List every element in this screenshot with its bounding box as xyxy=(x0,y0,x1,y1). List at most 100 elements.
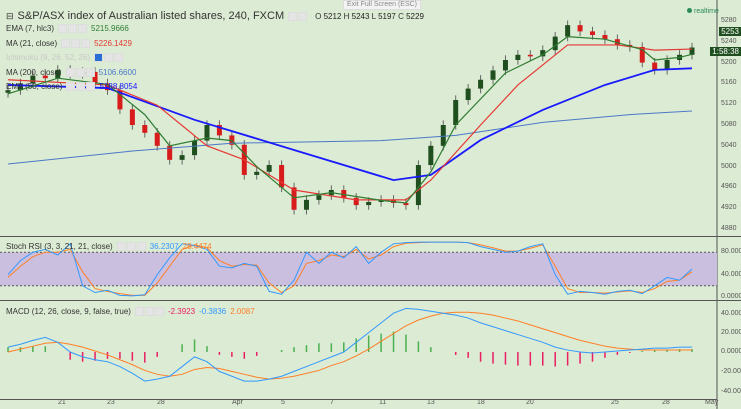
macd-line-value: -0.3836 xyxy=(199,307,227,316)
price-axis-label: 5120 xyxy=(721,100,737,108)
candle-down xyxy=(527,54,533,57)
candle-down xyxy=(577,25,583,32)
candle-up xyxy=(266,165,272,172)
legend-item[interactable]: MA (200, close) 5106.6600 xyxy=(6,67,137,77)
legend-label: EMA (7, hlc3) xyxy=(6,24,55,33)
stoch-k-value: 36.2307 xyxy=(149,242,179,251)
candle-down xyxy=(279,165,285,188)
realtime-indicator: realtime xyxy=(687,8,719,15)
candle-up xyxy=(254,171,260,175)
collapse-icon[interactable]: ⊟ xyxy=(6,10,14,21)
legend-buttons[interactable] xyxy=(58,24,88,33)
time-axis-label: 20 xyxy=(526,399,534,406)
axis-background xyxy=(717,0,741,409)
legend-value: 5106.6600 xyxy=(98,67,137,77)
stoch-k-line xyxy=(7,241,693,297)
candle-up xyxy=(515,54,521,60)
stoch-axis-label: 0.0000 xyxy=(721,293,741,300)
legend-label: MA (200, close) xyxy=(6,67,62,77)
ma21-line xyxy=(7,44,693,201)
price-axis-label: 5040 xyxy=(721,141,737,149)
time-axis-label: 13 xyxy=(427,399,435,406)
candle-down xyxy=(104,83,110,91)
candle-down xyxy=(353,197,359,206)
macd-axis-label: 40.0000 xyxy=(721,310,741,317)
candle-up xyxy=(415,165,421,206)
candle-up xyxy=(502,60,508,71)
legend-item[interactable]: Ichimoku (9, 26, 52, 26) xyxy=(6,53,127,62)
price-axis-label: 5160 xyxy=(721,79,737,87)
stoch-legend: Stoch RSI (3, 3, 21, 21, close) 36.2307 … xyxy=(6,242,212,251)
candle-down xyxy=(590,31,596,36)
time-axis-label: 28 xyxy=(662,399,670,406)
last-price-tag: 5253 xyxy=(719,27,741,36)
candle-up xyxy=(179,155,185,160)
legend-item[interactable]: EMA (50, close) 5188.8054 xyxy=(6,82,137,91)
realtime-dot-icon xyxy=(687,8,692,13)
legend-item[interactable]: EMA (7, hlc3) 5215.9666 xyxy=(6,24,129,33)
macd-axis-label: 0.0000 xyxy=(721,348,741,355)
title-buttons[interactable] xyxy=(288,11,308,21)
price-axis-label: 5240 xyxy=(721,37,737,45)
candle-up xyxy=(478,79,484,89)
candle-up xyxy=(204,125,210,141)
legend-label: Ichimoku (9, 26, 52, 26) xyxy=(6,53,91,62)
legend-item[interactable]: MA (21, close) 5226.1429 xyxy=(6,38,132,48)
exit-fullscreen-tooltip[interactable]: Exit Full Screen (ESC) xyxy=(343,0,422,10)
ma200-line xyxy=(7,110,693,165)
time-axis-label: Apr xyxy=(232,399,243,406)
stoch-band xyxy=(0,252,717,286)
candle-down xyxy=(639,47,645,63)
candle-down xyxy=(42,75,48,79)
time-axis-label: 23 xyxy=(107,399,115,406)
candle-up xyxy=(565,25,571,37)
candle-up xyxy=(552,36,558,51)
candle-up xyxy=(689,47,695,55)
price-axis-label: 5080 xyxy=(721,121,737,128)
legend-label: MA (21, close) xyxy=(6,38,58,48)
price-axis-label: 4920 xyxy=(721,204,737,212)
macd-axis-label: -40.0000 xyxy=(721,388,741,395)
macd-buttons[interactable] xyxy=(134,307,164,316)
price-axis-label: 5200 xyxy=(721,58,737,66)
stoch-axis-label: 40.0000 xyxy=(721,271,741,278)
candle-down xyxy=(142,125,148,133)
stoch-axis-label: 80.0000 xyxy=(721,248,741,255)
macd-signal-value: 2.0087 xyxy=(230,307,255,316)
candle-up xyxy=(465,88,471,101)
stoch-buttons[interactable] xyxy=(116,242,146,251)
macd-axis-label: 20.0000 xyxy=(721,329,741,336)
candle-down xyxy=(403,203,409,206)
candle-up xyxy=(17,83,23,91)
price-axis-label: 5000 xyxy=(721,162,737,170)
legend-buttons[interactable] xyxy=(65,67,95,77)
legend-buttons[interactable] xyxy=(66,82,96,91)
candle-up xyxy=(440,125,446,146)
macd-signal-line xyxy=(7,311,692,380)
time-axis-label: 25 xyxy=(611,399,619,406)
macd-legend: MACD (12, 26, close, 9, false, true) -2.… xyxy=(6,307,255,316)
macd-hist-value: -2.3923 xyxy=(167,307,196,316)
ema7-line xyxy=(7,35,693,204)
legend-value: 5226.1429 xyxy=(94,38,132,48)
candle-down xyxy=(291,187,297,210)
chart-title: S&P/ASX index of Australian listed share… xyxy=(17,10,285,22)
countdown-tag: 1:58:38 xyxy=(710,47,741,56)
candle-down xyxy=(167,145,173,160)
ema50-line xyxy=(7,67,693,182)
time-axis-label: 11 xyxy=(379,399,387,406)
macd-axis-label: -20.0000 xyxy=(721,368,741,375)
price-axis-label: 5280 xyxy=(721,17,737,24)
stoch-d-value: 28.4474 xyxy=(182,242,212,251)
legend-buttons[interactable] xyxy=(61,38,91,48)
legend-value: 5188.8054 xyxy=(99,82,138,91)
candle-down xyxy=(341,190,347,198)
candle-up xyxy=(55,69,61,79)
candle-down xyxy=(92,71,98,84)
candle-up xyxy=(428,145,434,166)
candle-up xyxy=(490,70,496,80)
candle-up xyxy=(540,50,546,57)
legend-buttons[interactable] xyxy=(94,53,124,62)
time-axis-label: May xyxy=(705,399,719,406)
